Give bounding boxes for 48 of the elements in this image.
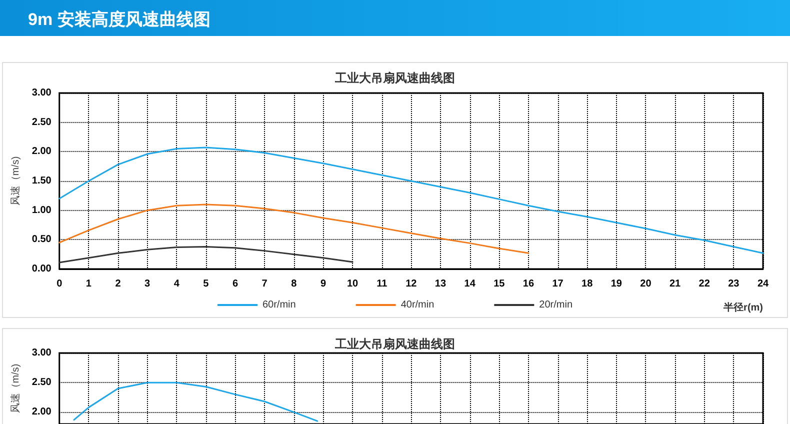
y-tick-label: 2.00 (32, 406, 52, 418)
legend-label: 40r/min (400, 300, 434, 310)
x-tick-label: 19 (610, 278, 622, 290)
x-tick-label: 6 (232, 278, 238, 290)
legend-label: 20r/min (539, 300, 573, 310)
y-axis-title: 风速（m/s) (10, 156, 22, 206)
y-axis-title: 风速（m/s) (10, 364, 22, 414)
y-tick-label: 1.00 (32, 204, 52, 216)
line-series (58, 204, 530, 254)
x-tick-label: 21 (669, 278, 682, 290)
x-tick-label: 8 (291, 278, 298, 290)
x-tick-label: 3 (144, 278, 151, 290)
y-tick-label: 3.00 (32, 348, 52, 358)
y-tick-label: 2.50 (32, 116, 52, 128)
x-tick-label: 15 (494, 278, 506, 290)
y-tick-label: 2.50 (32, 377, 52, 388)
line-series (73, 382, 318, 422)
x-tick-label: 0 (56, 278, 63, 290)
x-tick-label: 18 (582, 278, 594, 290)
x-tick-label: 22 (698, 278, 710, 290)
line-series (58, 146, 764, 254)
x-tick-label: 23 (728, 278, 740, 290)
x-tick-label: 17 (552, 278, 564, 290)
x-tick-label: 16 (522, 278, 534, 290)
x-tick-label: 1 (86, 278, 92, 290)
y-tick-label: 0.00 (32, 264, 52, 274)
legend-label: 60r/min (262, 300, 296, 310)
x-tick-label: 5 (203, 278, 210, 290)
y-tick-label: 0.50 (32, 234, 52, 246)
y-tick-label: 3.00 (32, 88, 52, 98)
x-tick-label: 13 (434, 278, 446, 290)
x-tick-label: 9 (320, 278, 326, 290)
x-tick-label: 12 (406, 278, 418, 290)
x-tick-label: 24 (757, 278, 769, 290)
line-series (58, 246, 354, 264)
x-tick-label: 20 (640, 278, 652, 290)
x-axis-title: 半径r(m) (722, 302, 763, 314)
text: 9m 安装高度风速曲线图 (28, 9, 210, 31)
x-tick-label: 10 (346, 278, 359, 290)
x-tick-label: 7 (262, 278, 268, 290)
x-tick-label: 4 (174, 278, 180, 290)
y-tick-label: 1.50 (32, 176, 52, 186)
x-tick-label: 14 (464, 278, 476, 290)
x-tick-label: 2 (115, 278, 122, 290)
chart-title: 工业大吊扇风速曲线图 (334, 337, 455, 351)
y-tick-label: 2.00 (32, 146, 52, 158)
chart-title: 工业大吊扇风速曲线图 (334, 71, 455, 85)
x-tick-label: 11 (376, 278, 388, 290)
